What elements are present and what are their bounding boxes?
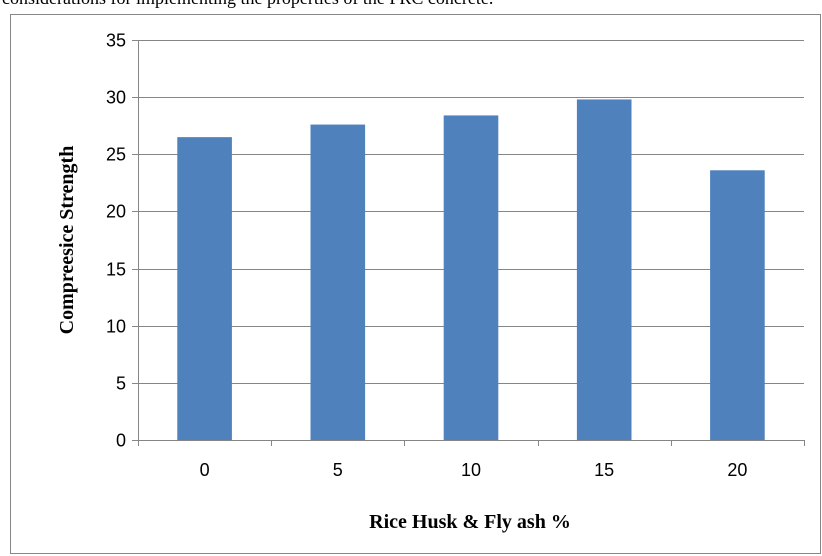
header-text: considerations for implementing the prop… [2,0,820,8]
bars [177,99,765,441]
y-tick-label-5: 5 [116,374,126,394]
y-tick-label-25: 25 [106,145,126,165]
bar-20 [710,170,765,441]
y-tick-label-35: 35 [106,31,126,51]
x-tick-label-10: 10 [461,460,481,480]
y-tick-label-30: 30 [106,88,126,108]
bar-0 [177,137,232,440]
y-tick-label-10: 10 [106,317,126,337]
chart-border [10,14,821,554]
bar-15 [576,99,632,440]
x-tick-label-0: 0 [200,460,210,480]
x-axis-title: Rice Husk & Fly ash % [369,511,571,533]
x-tick-label-5: 5 [333,460,343,480]
tick-labels: 0 5 10 15 20 25 30 35 0 5 10 15 20 [106,31,747,481]
gridlines [138,40,804,384]
y-axis-title: Compreesice Strength [56,146,78,335]
y-tick-label-15: 15 [106,260,126,280]
bar-5 [310,124,366,441]
bar-10 [443,115,499,440]
y-tick-label-20: 20 [106,202,126,222]
y-tick-label-0: 0 [116,431,126,451]
x-tick-label-15: 15 [594,460,614,480]
x-tick-label-20: 20 [727,460,747,480]
axes [132,40,805,446]
